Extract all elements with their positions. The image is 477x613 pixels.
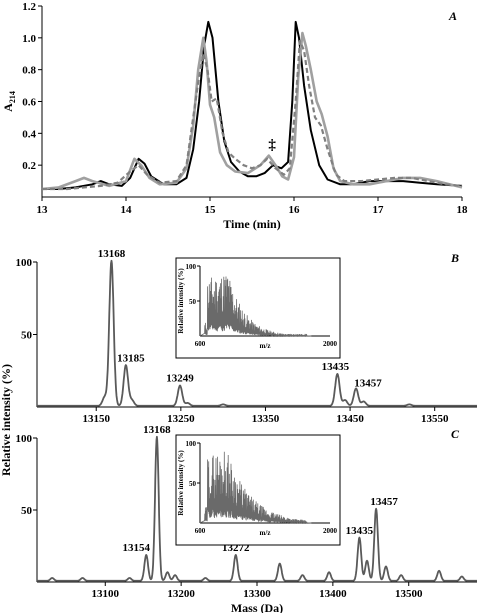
panel-b-x-tick-label: 13350 bbox=[252, 413, 280, 425]
panel-b-inset-frame bbox=[175, 257, 341, 359]
panel-a-y-tick-label: 0.2 bbox=[22, 160, 36, 172]
panel-b-inset: 50 100 600 2000 m/z Relative intensity (%) bbox=[175, 257, 341, 359]
panel-c-peak-label: 13168 bbox=[143, 424, 171, 436]
panel-a-title: A bbox=[448, 9, 457, 23]
panel-c-y-tick-label: 100 bbox=[16, 433, 33, 445]
panel-b-mass-spectrum: 13150 13250 13350 13450 13550 50 100 13168 13185… bbox=[16, 248, 477, 425]
panel-b-peak-label: 13168 bbox=[98, 248, 126, 260]
shared-y-axis-label: Relative intensity (%) bbox=[0, 364, 13, 476]
panel-b-x-tick-label: 13550 bbox=[421, 413, 449, 425]
panel-a-x-tick-label: 16 bbox=[289, 204, 301, 216]
panel-c-x-axis-label: Mass (Da) bbox=[231, 601, 283, 613]
panel-b-title: B bbox=[450, 251, 459, 265]
panel-c-x-tick-label: 13200 bbox=[167, 588, 195, 600]
panel-c-inset-y-axis-label: Relative intensity (%) bbox=[177, 450, 185, 516]
panel-b-x-tick-label: 13450 bbox=[336, 413, 364, 425]
panel-a-y-axis-label: A214 bbox=[1, 91, 17, 112]
panel-c-mass-spectrum: 13100 13200 13300 13400 13500 50 100 13154 13168… bbox=[16, 424, 477, 613]
panel-b-y-tick-label: 100 bbox=[16, 257, 33, 269]
panel-c-inset-x-axis-label: m/z bbox=[260, 529, 271, 537]
panel-b-peak-label: 13435 bbox=[322, 361, 350, 373]
panel-c-inset-x-tick-label: 2000 bbox=[323, 527, 338, 535]
panel-c-inset-y-tick-label: 50 bbox=[189, 480, 197, 488]
panel-a-x-tick-label: 15 bbox=[205, 204, 217, 216]
panel-b-inset-x-axis-label: m/z bbox=[260, 342, 271, 350]
panel-b-x-tick-label: 13150 bbox=[82, 413, 110, 425]
panel-b-inset-y-tick-label: 100 bbox=[186, 263, 197, 271]
panel-b-inset-x-tick-label: 600 bbox=[195, 340, 206, 348]
panel-c-peak-label: 13457 bbox=[370, 496, 398, 508]
panel-c-x-tick-label: 13100 bbox=[92, 588, 120, 600]
panel-a-series-line-1 bbox=[42, 20, 463, 190]
panel-a-y-tick-label: 0.6 bbox=[22, 97, 36, 109]
panel-a-y-tick-label: 1.2 bbox=[22, 1, 36, 13]
panel-a-annotation: ‡ bbox=[268, 137, 276, 153]
panel-a-chromatogram: 13 14 15 16 17 18 0.2 0.4 0.6 0.8 1.0 1.2 ‡ A Time (mi… bbox=[1, 1, 468, 231]
panel-b-inset-y-tick-label: 50 bbox=[189, 298, 197, 306]
panel-c-inset-y-tick-label: 100 bbox=[186, 440, 197, 448]
panel-c-inset-frame bbox=[175, 434, 341, 546]
panel-c-peak-label: 13154 bbox=[122, 542, 150, 554]
panel-c-x-tick-label: 13500 bbox=[395, 588, 423, 600]
panel-c-inset-spectrum-line bbox=[199, 451, 312, 525]
panel-a-y-tick-label: 0.4 bbox=[22, 128, 36, 140]
panel-a-x-tick-label: 17 bbox=[373, 204, 385, 216]
panel-b-peak-label: 13249 bbox=[166, 373, 194, 385]
panel-b-x-tick-label: 13250 bbox=[167, 413, 195, 425]
panel-a-y-tick-label: 1.0 bbox=[22, 33, 36, 45]
panel-b-y-tick-label: 50 bbox=[21, 330, 33, 342]
panel-c-y-tick-label: 50 bbox=[21, 505, 33, 517]
panel-b-peak-label: 13457 bbox=[354, 378, 382, 390]
panel-c-x-tick-label: 13400 bbox=[319, 588, 347, 600]
panel-a-x-axis-label: Time (min) bbox=[223, 217, 280, 231]
panel-a-x-tick-label: 13 bbox=[37, 204, 49, 216]
panel-a-x-tick-label: 18 bbox=[457, 204, 469, 216]
panel-c-inset: 50 100 600 2000 m/z Relative intensity (%) bbox=[175, 434, 341, 546]
panel-a-x-tick-label: 14 bbox=[121, 204, 133, 216]
panel-b-spectrum-line bbox=[36, 259, 477, 407]
panel-c-x-tick-label: 13300 bbox=[243, 588, 271, 600]
panel-a-series-line-2 bbox=[41, 31, 463, 191]
panel-b-inset-spectrum-line bbox=[199, 276, 312, 338]
panel-b-peak-label: 13185 bbox=[117, 352, 145, 364]
panel-c-peak-label: 13435 bbox=[346, 525, 374, 537]
panel-a-y-tick-label: 0.8 bbox=[22, 65, 36, 77]
panel-b-inset-x-tick-label: 2000 bbox=[323, 340, 338, 348]
panel-c-spectrum-line bbox=[36, 435, 477, 582]
panel-c-title: C bbox=[451, 427, 460, 441]
panel-a-series-line-3 bbox=[42, 39, 463, 191]
panel-b-inset-y-axis-label: Relative intensity (%) bbox=[177, 268, 185, 334]
panel-c-inset-x-tick-label: 600 bbox=[195, 527, 206, 535]
